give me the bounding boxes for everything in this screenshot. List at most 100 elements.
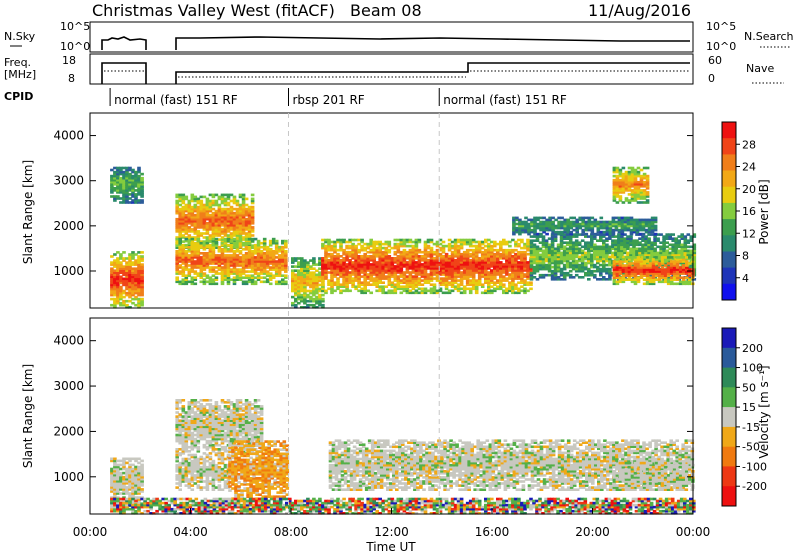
heatmap-cell: [378, 246, 382, 250]
heatmap-cell: [369, 279, 373, 282]
heatmap-cell: [294, 279, 298, 283]
heatmap-cell: [205, 262, 210, 265]
heatmap-cell: [220, 201, 225, 205]
heatmap-cell: [647, 233, 651, 236]
heatmap-cell: [178, 260, 182, 263]
heatmap-cell: [575, 222, 579, 226]
heatmap-cell: [238, 230, 243, 233]
heatmap-cell: [596, 265, 600, 269]
heatmap-cell: [462, 291, 467, 295]
heatmap-cell: [465, 259, 470, 262]
heatmap-cell: [517, 255, 521, 258]
heatmap-cell: [309, 303, 313, 307]
heatmap-cell: [605, 269, 609, 273]
heatmap-cell: [393, 269, 398, 272]
heatmap-cell: [232, 266, 237, 269]
heatmap-cell: [590, 265, 594, 269]
heatmap-cell: [324, 269, 328, 272]
heatmap-cell: [309, 267, 313, 270]
heatmap-cell: [480, 271, 485, 274]
heatmap-cell: [232, 201, 237, 205]
heatmap-cell: [477, 265, 482, 268]
heatmap-cell: [605, 267, 609, 271]
heatmap-cell: [417, 287, 422, 291]
heatmap-cell: [675, 276, 680, 279]
heatmap-cell: [387, 257, 392, 260]
heatmap-cell: [459, 275, 464, 278]
heatmap-cell: [459, 238, 464, 242]
heatmap-cell: [541, 273, 546, 277]
heatmap-cell: [529, 263, 534, 267]
heatmap-cell: [565, 261, 570, 265]
nsky-tick-bottom: 10^0: [60, 40, 90, 53]
heatmap-cell: [571, 251, 576, 255]
heatmap-cell: [199, 209, 204, 213]
heatmap-cell: [550, 265, 555, 269]
heatmap-cell: [468, 248, 473, 252]
heatmap-cell: [202, 195, 207, 199]
heatmap-cell: [375, 246, 379, 250]
heatmap-cell: [399, 275, 404, 278]
heatmap-cell: [617, 233, 621, 236]
heatmap-cell: [559, 278, 564, 281]
heatmap-cell: [453, 240, 458, 244]
heatmap-cell: [202, 260, 207, 263]
heatmap-cell: [375, 289, 379, 293]
heatmap-cell: [351, 248, 355, 252]
heatmap-cell: [306, 267, 310, 270]
heatmap-cell: [462, 277, 467, 280]
heatmap-cell: [490, 261, 494, 264]
heatmap-cell: [517, 263, 521, 266]
heatmap-cell: [119, 201, 123, 204]
heatmap-cell: [447, 248, 452, 252]
heatmap-cell: [351, 250, 355, 254]
heatmap-cell: [548, 222, 552, 226]
heatmap-cell: [484, 259, 488, 262]
heatmap-cell: [113, 281, 117, 285]
heatmap-cell: [357, 279, 361, 282]
heatmap-cell: [580, 265, 585, 269]
heatmap-cell: [490, 285, 494, 288]
heatmap-cell: [438, 257, 443, 260]
heatmap-cell: [333, 281, 337, 284]
heatmap-cell: [551, 230, 555, 234]
heatmap-cell: [429, 275, 434, 278]
heatmap-cell: [250, 199, 255, 203]
heatmap-cell: [119, 253, 123, 256]
heatmap-cell: [372, 244, 376, 248]
heatmap-cell: [262, 239, 267, 243]
heatmap-cell: [116, 269, 120, 272]
heatmap-cell: [668, 243, 672, 247]
heatmap-cell: [259, 254, 264, 257]
heatmap-cell: [303, 265, 307, 268]
heatmap-cell: [411, 246, 416, 250]
heatmap-cell: [281, 278, 285, 281]
heatmap-cell: [663, 276, 668, 279]
heatmap-cell: [220, 282, 225, 286]
heatmap-cell: [140, 263, 144, 266]
heatmap-cell: [181, 220, 186, 223]
heatmap-cell: [211, 217, 216, 221]
heatmap-cell: [244, 274, 249, 277]
heatmap-cell: [468, 271, 473, 274]
heatmap-cell: [241, 211, 246, 215]
heatmap-cell: [675, 266, 680, 269]
heatmap-cell: [647, 239, 651, 242]
heatmap-cell: [324, 246, 328, 250]
heatmap-cell: [253, 262, 258, 265]
heatmap-cell: [110, 195, 114, 198]
heatmap-cell: [568, 247, 573, 251]
heatmap-cell: [284, 243, 288, 247]
heatmap-cell: [281, 280, 285, 284]
heatmap-cell: [471, 283, 476, 286]
heatmap-cell: [318, 261, 322, 264]
heatmap-cell: [250, 244, 255, 247]
heatmap-cell: [641, 249, 645, 253]
heatmap-cell: [623, 241, 627, 244]
heatmap-cell: [357, 269, 361, 272]
heatmap-cell: [187, 217, 192, 221]
heatmap-cell: [584, 245, 588, 249]
heatmap-cell: [441, 261, 446, 264]
heatmap-cell: [223, 193, 228, 197]
heatmap-cell: [214, 270, 219, 273]
